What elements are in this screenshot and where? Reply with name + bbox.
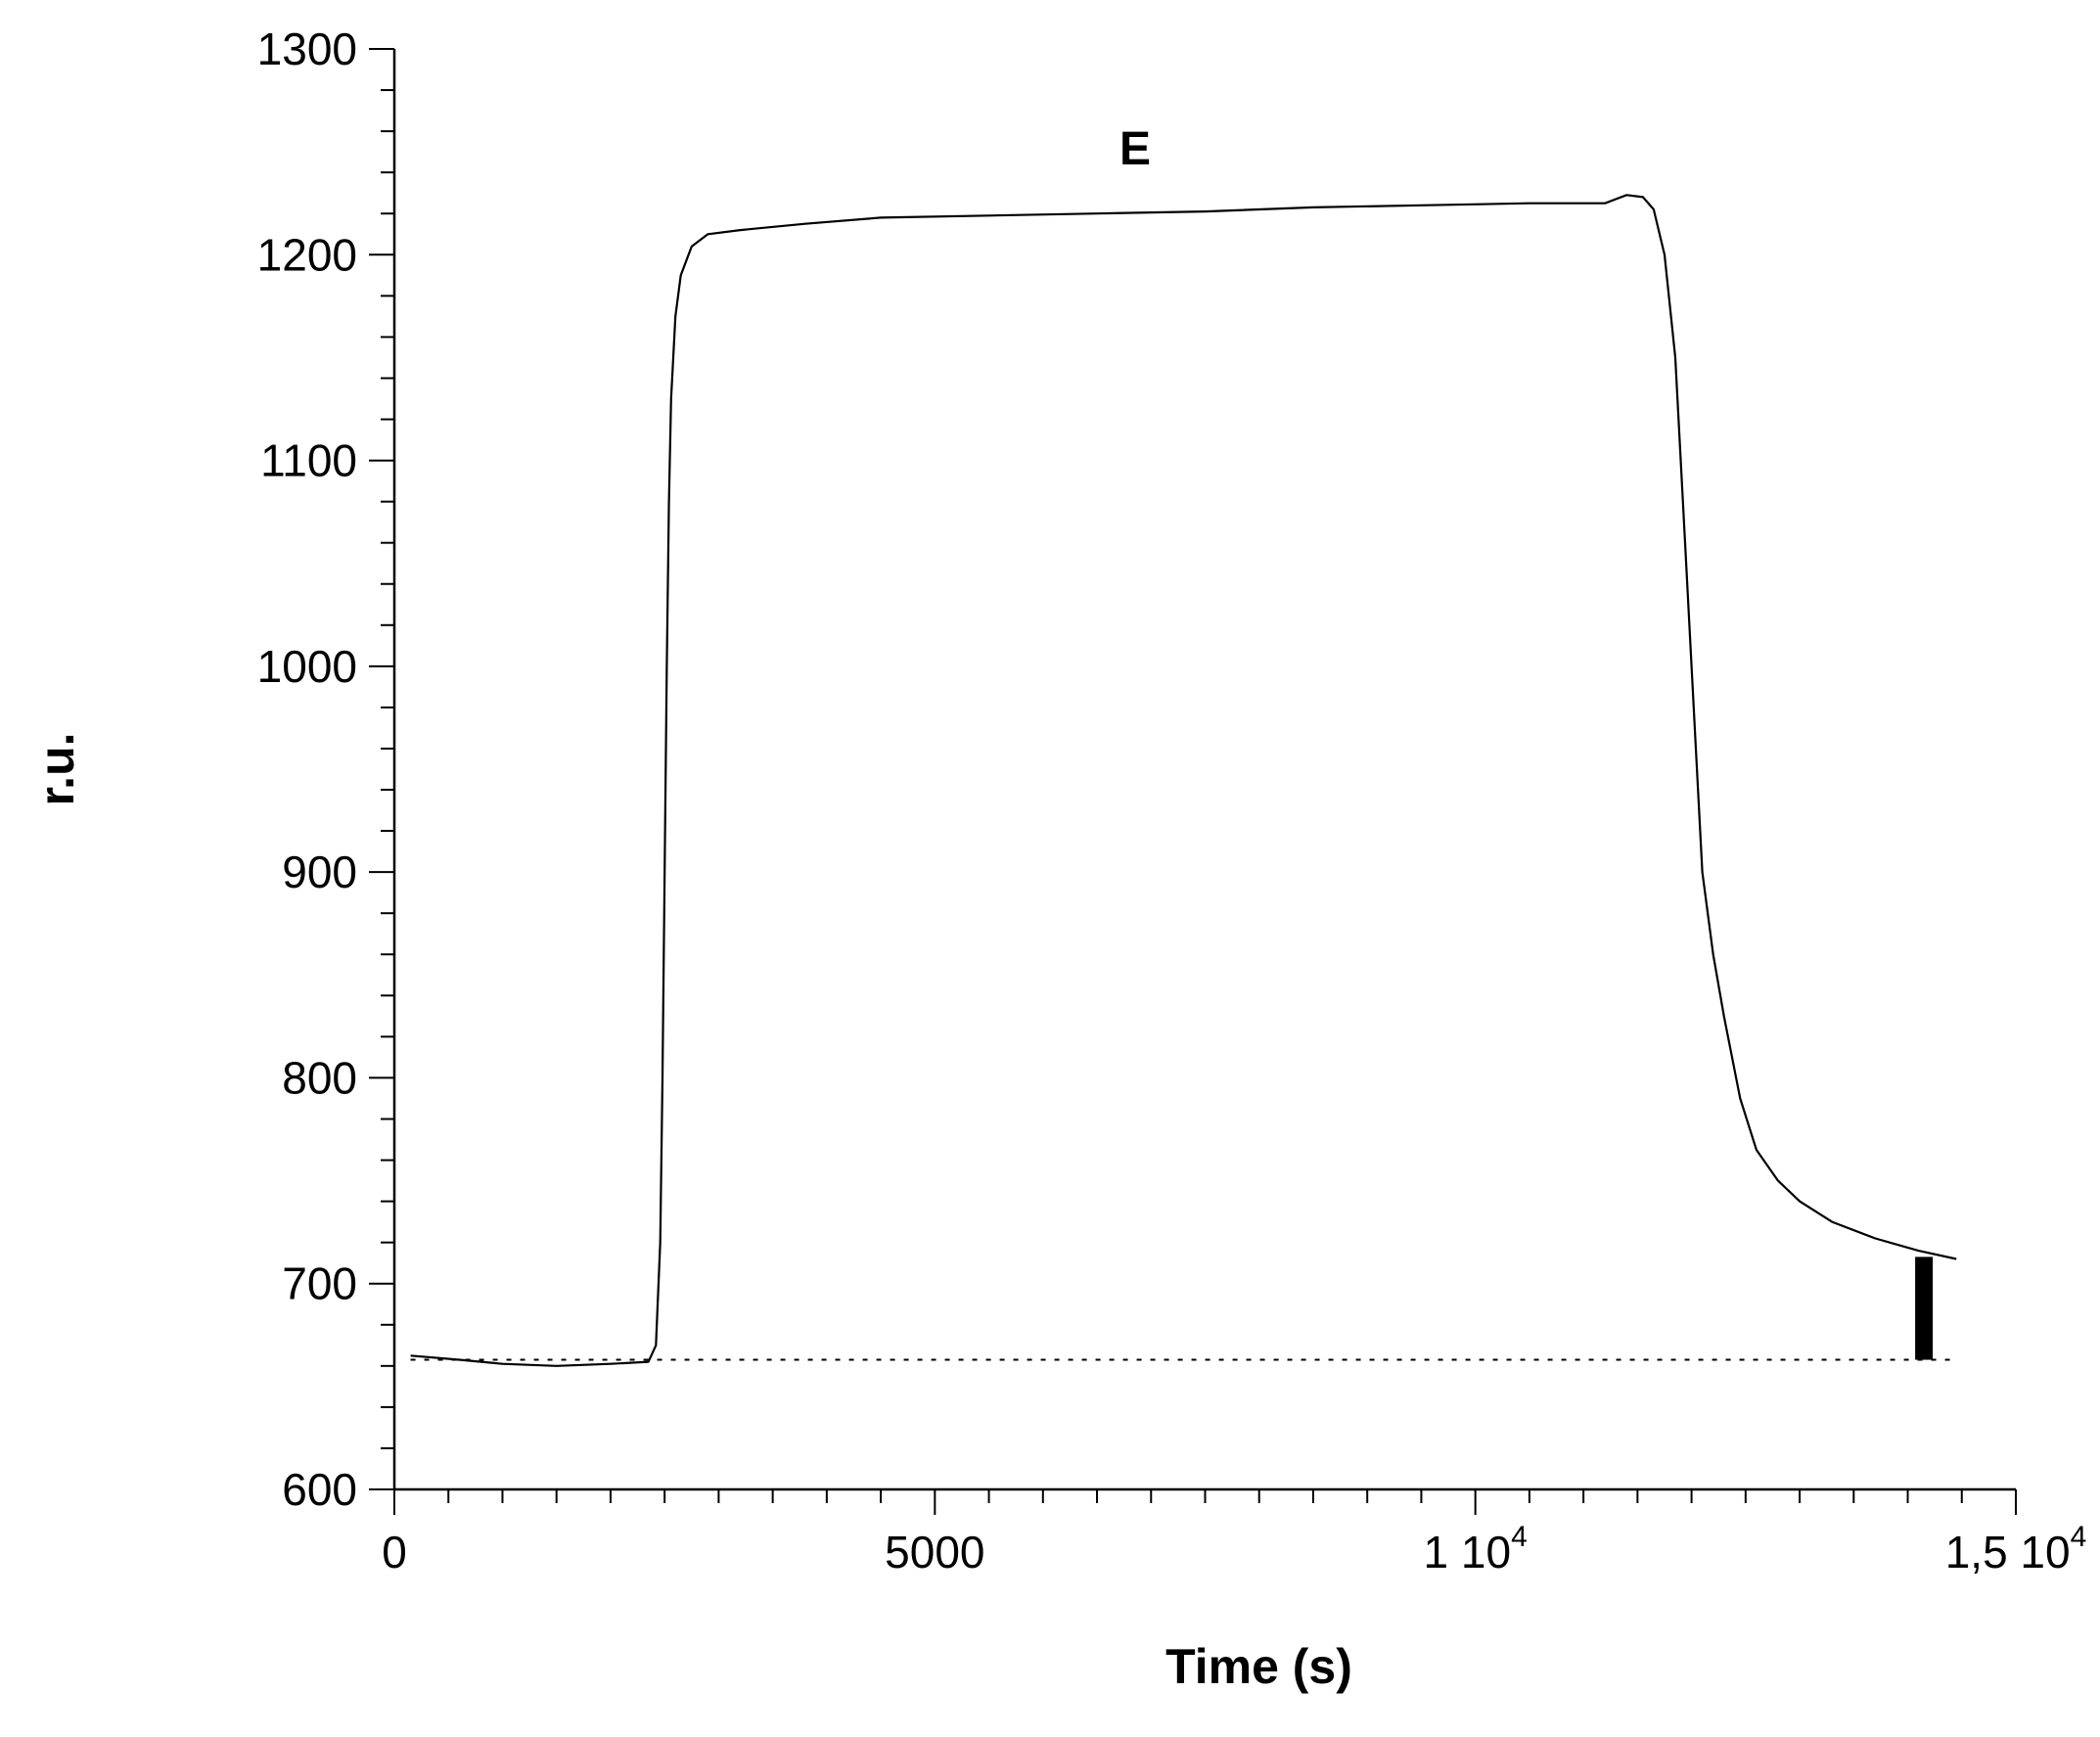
x-tick-label: 0 (382, 1527, 407, 1577)
marker-bar (1915, 1257, 1934, 1360)
x-tick-label: 1 104 (1424, 1521, 1528, 1577)
y-tick-label: 1300 (257, 23, 357, 74)
x-tick-label: 5000 (885, 1527, 984, 1577)
y-tick-label: 600 (282, 1464, 357, 1515)
y-ticks: 600 700 800 900 1000 1100 1200 1300 (257, 23, 394, 1515)
y-tick-label: 900 (282, 846, 357, 897)
x-tick-label: 1,5 104 (1945, 1521, 2087, 1577)
y-axis-title: r.u. (29, 732, 84, 805)
y-tick-label: 1200 (257, 229, 357, 280)
plot-area (410, 194, 1957, 1367)
x-axis-title: Time (s) (1165, 1639, 1352, 1694)
panel-label: E (1119, 123, 1151, 175)
y-tick-label: 1100 (260, 435, 357, 486)
y-tick-label: 800 (282, 1052, 357, 1103)
y-tick-label: 700 (282, 1258, 357, 1309)
y-tick-label: 1000 (257, 641, 357, 692)
x-ticks: 0 5000 1 104 1,5 104 (382, 1489, 2086, 1577)
series-line (410, 194, 1957, 1367)
